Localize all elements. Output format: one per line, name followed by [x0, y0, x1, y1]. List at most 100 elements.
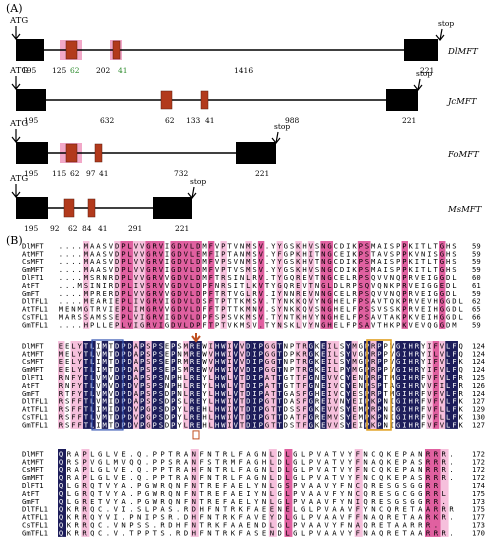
residue-arrow-up	[192, 430, 200, 440]
conserved-column	[132, 341, 140, 429]
segment-length: 125	[52, 66, 67, 75]
conserved-column	[126, 241, 134, 329]
panel-b-alignment: (B) DlMFT .... M A A S V D P L V V G R V I G D V L D M F V P T V N M…	[0, 232, 494, 550]
residue-count: 172	[472, 473, 485, 482]
conserved-column	[439, 341, 446, 429]
conserved-column	[170, 341, 177, 429]
sequence-name: AtFT	[22, 281, 40, 290]
conserved-column	[145, 241, 152, 329]
conserved-column	[76, 341, 84, 429]
residue-count: 124	[472, 365, 485, 374]
alignment-row: GmMFT Q R A P L G L V E. Q. P P T R A N F N T R L F A G N L D L G L P V A…	[22, 473, 485, 482]
residue-count: 172	[472, 457, 485, 466]
atg-arrow-head	[11, 191, 21, 198]
conserved-column	[189, 341, 196, 429]
sequence-name: AtTFL1	[22, 305, 48, 314]
segment-length: 195	[22, 66, 37, 75]
alignment-block-2: DlMFT E E L Y T L I M T D P D A P S P S E P S M R E W I H W I V V D I P G G…	[22, 341, 485, 429]
conserved-column	[276, 341, 284, 429]
conserved-column	[414, 341, 421, 429]
conserved-column	[445, 341, 452, 429]
sequence-name: DlTFL1	[22, 397, 48, 406]
gene-jcmft: ATG stop 195 632 62 133 41 988 221 JcMFT	[9, 66, 478, 125]
residue-count: 127	[472, 397, 485, 406]
exon-block	[404, 39, 438, 61]
sequence-name: GmTFL1	[22, 420, 48, 429]
gene-name: JcMFT	[446, 97, 478, 107]
conserved-column	[268, 449, 277, 537]
conserved-column	[401, 241, 408, 329]
conserved-column	[120, 341, 127, 429]
atg-arrow-head	[11, 83, 21, 90]
conserved-column	[195, 341, 202, 429]
conserved-column	[426, 341, 433, 429]
alignment-row: DlMFT E E L Y T L I M T D P D A P S P S E P S M R E W I H W I V V D I P G G…	[22, 341, 485, 350]
conserved-column	[70, 341, 77, 429]
sequence-name: GmFT	[22, 497, 40, 506]
sequence-name: GmFT	[22, 289, 40, 298]
conserved-column	[440, 449, 449, 537]
residue-count: 175	[472, 505, 485, 514]
sequence-name: GmTFL1	[22, 320, 48, 329]
conserved-column	[295, 341, 302, 429]
conserved-column	[326, 341, 334, 429]
gene-dlmft: ATG stop 195 125 62 202 41 1416 221 DlMFT	[9, 16, 479, 75]
conserved-column	[326, 241, 334, 329]
conserved-column	[120, 241, 127, 329]
residue-count: 66	[472, 313, 481, 322]
sequence-name: AtFT	[22, 489, 40, 498]
conserved-column	[139, 241, 146, 329]
conserved-column	[439, 241, 446, 329]
conserved-column	[320, 341, 327, 429]
alignment-row: DlFT1 .... M S R N R D P L V V G R V V G D V L D M F T R S I N L R V. T…	[22, 273, 481, 282]
conserved-column	[351, 341, 359, 429]
residue-count: 124	[472, 349, 485, 358]
atg-arrow-head	[11, 33, 21, 40]
segment-length: 41	[99, 169, 109, 178]
panel-b-label: (B)	[6, 234, 23, 247]
alignment-row: AtTFL1 R S F F T L I M I D P D V P G P S D P Y L R E H L H W I V T D I P G…	[22, 405, 485, 414]
conserved-column	[270, 341, 277, 429]
conserved-column	[157, 341, 165, 429]
sequence-name: DlFT1	[22, 273, 44, 282]
conserved-column	[364, 241, 371, 329]
sequence-name: GmMFT	[22, 473, 44, 482]
residue-count: 125	[472, 373, 485, 382]
sequence-name: AtTFL1	[22, 405, 48, 414]
residue-count: 59	[472, 289, 481, 298]
conserved-column	[332, 341, 340, 429]
conserved-column	[376, 341, 383, 429]
conserved-column	[182, 341, 190, 429]
residue-count: 59	[472, 241, 481, 250]
alignment-row: DlFT1 R N F Y T L V M V D P D A P S P S N P H L R E Y L H W L V T D I P A T…	[22, 373, 485, 382]
conserved-column	[239, 341, 246, 429]
conserved-column	[345, 341, 352, 429]
sequence-name: CsMFT	[22, 257, 44, 266]
sequence-name: CsMFT	[22, 465, 44, 474]
atg-label: ATG	[9, 119, 28, 129]
conserved-column	[207, 241, 215, 329]
conserved-column	[58, 449, 67, 537]
conserved-column	[307, 241, 315, 329]
residue-count: 126	[472, 381, 485, 390]
alignment-row: AtTFL1 Q K R R Q Y V I. P N I P S R. D H F N T R K F A V E Y D L G L P V…	[22, 513, 485, 522]
alignment-row: CsMFT Q R A P L G L V E. Q. P P T R A H F N T R L F A G N L D L G L P V A…	[22, 465, 485, 474]
alignment-row: DlTFL1 Q K R R Q C. V I. S L P A S. R D H F N T R K F A E E N E L G L P…	[22, 505, 485, 514]
stop-label: stop	[416, 69, 432, 78]
alignment-row: AtFT R N F Y T L V M V D P D V P S P S N P H L R E Y L H W L V T D I P A T T…	[22, 381, 485, 390]
conserved-column	[395, 341, 402, 429]
conserved-column	[245, 241, 252, 329]
conserved-column	[424, 449, 433, 537]
gene-name: FoMFT	[447, 150, 480, 160]
